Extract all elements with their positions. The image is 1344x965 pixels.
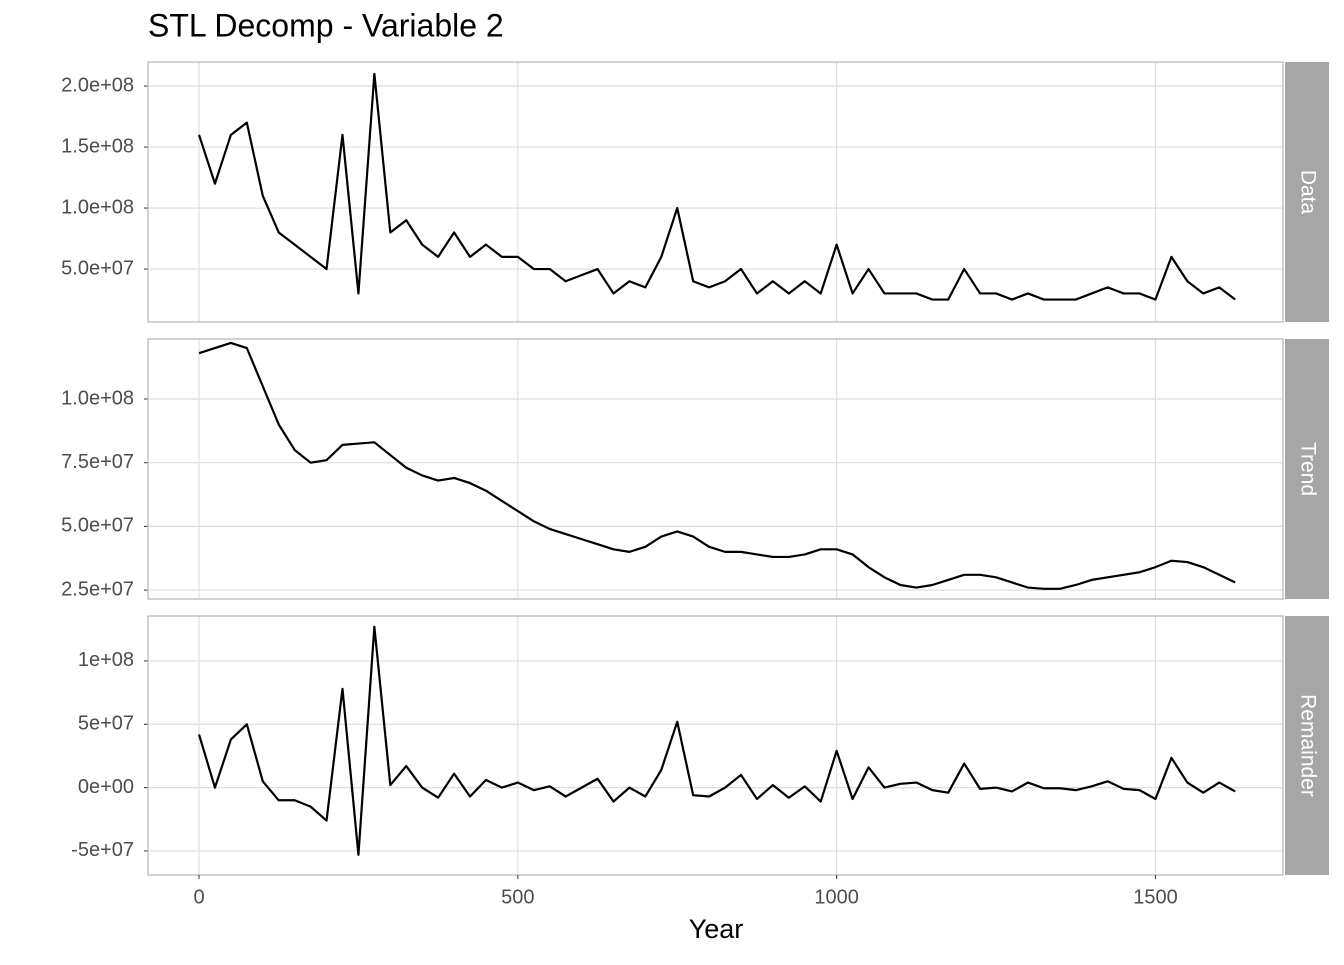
strip-label: Remainder: [1296, 694, 1319, 797]
panel-border: [147, 338, 1284, 600]
chart-title: STL Decomp - Variable 2: [148, 7, 504, 43]
y-tick-label: 5.0e+07: [61, 257, 134, 279]
data-line: [198, 341, 1236, 590]
y-tick-label: 1.0e+08: [61, 387, 134, 409]
data-line: [197, 72, 1236, 301]
y-tick-label: 1.0e+08: [61, 196, 134, 218]
x-tick-label: 1000: [814, 886, 859, 908]
strip: [1285, 616, 1329, 875]
strip: [1285, 62, 1329, 322]
y-tick-label: 1.5e+08: [61, 135, 134, 157]
y-tick-label: 2.5e+07: [61, 578, 134, 600]
y-tick-label: 0e+00: [78, 776, 134, 798]
strip: [1285, 339, 1329, 599]
y-tick-label: 7.5e+07: [61, 451, 134, 473]
y-tick-label: 5e+07: [78, 713, 134, 735]
y-tick-label: 5.0e+07: [61, 515, 134, 537]
x-tick-label: 1500: [1133, 886, 1178, 908]
x-tick-label: 0: [193, 886, 204, 908]
y-tick-label: -5e+07: [71, 839, 134, 861]
x-axis-label: Year: [689, 914, 744, 944]
x-tick-label: 500: [501, 886, 534, 908]
panel-border: [147, 615, 1284, 876]
data-line: [197, 625, 1236, 856]
strip-label: Data: [1296, 170, 1319, 215]
strip-label: Trend: [1296, 442, 1319, 496]
y-tick-label: 1e+08: [78, 649, 134, 671]
y-tick-label: 2.0e+08: [61, 74, 134, 96]
panel-border: [147, 61, 1284, 323]
